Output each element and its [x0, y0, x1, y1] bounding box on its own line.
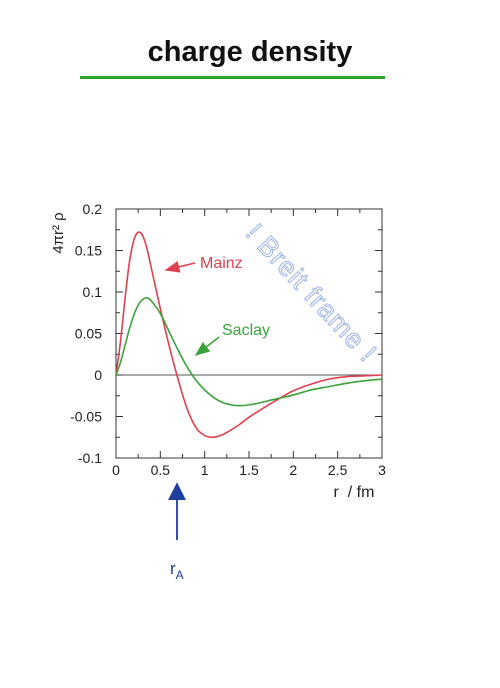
x-tick-label: 1 — [201, 462, 209, 478]
x-tick-label: 2 — [289, 462, 297, 478]
ra-subscript: A — [176, 568, 184, 582]
x-tick-label: 0.5 — [151, 462, 171, 478]
y-tick-label: -0.05 — [70, 409, 102, 425]
x-tick-label: 0 — [112, 462, 120, 478]
x-tick-label: 1.5 — [239, 462, 259, 478]
y-tick-label: 0 — [94, 367, 102, 383]
ra-label: rA — [170, 559, 184, 582]
y-tick-label: 0.1 — [83, 284, 103, 300]
y-tick-label: 0.15 — [75, 243, 102, 259]
title-underline — [80, 76, 385, 79]
y-tick-label: -0.1 — [78, 450, 102, 466]
saclay-arrow — [194, 336, 220, 356]
y-tick-label: 0.2 — [83, 201, 103, 217]
mainz-annotation: Mainz — [200, 255, 243, 272]
series-line-saclay — [115, 296, 383, 407]
series-line-mainz — [115, 231, 383, 439]
mainz-arrow — [164, 260, 196, 273]
x-tick-label: 3 — [378, 462, 386, 478]
y-axis-label: 4πr² ρ — [50, 212, 67, 253]
x-axis-label: r / fm — [334, 484, 375, 501]
saclay-annotation: Saclay — [222, 322, 270, 339]
y-tick-label: 0.05 — [75, 326, 102, 342]
ra-symbol: r — [170, 559, 176, 578]
x-tick-label: 2.5 — [328, 462, 348, 478]
page-title: charge density — [147, 36, 353, 68]
